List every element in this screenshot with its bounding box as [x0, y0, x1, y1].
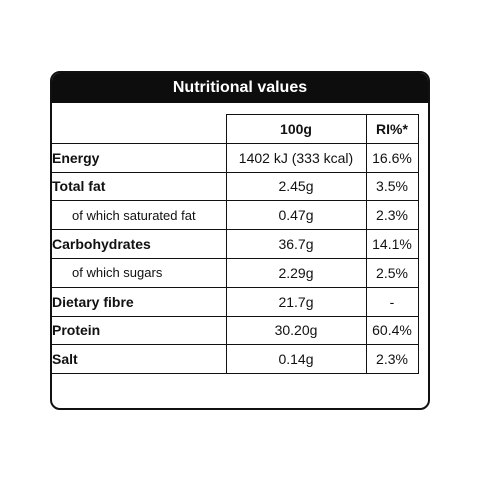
header-blank-cell [52, 114, 227, 144]
row-per-100g: 36.7g [225, 229, 367, 259]
table-row: Salt 0.14g 2.3% [52, 344, 419, 375]
row-ri: 2.3% [365, 200, 419, 231]
row-ri: 60.4% [365, 315, 419, 346]
row-label: Energy [52, 142, 227, 173]
row-per-100g: 2.29g [225, 257, 367, 288]
row-label: Dietary fibre [52, 286, 227, 317]
row-per-100g: 0.47g [225, 200, 367, 231]
table-row: of which saturated fat 0.47g 2.3% [52, 200, 419, 231]
nutrition-table: 100g RI%* Energy 1402 kJ (333 kcal) 16.6… [52, 114, 419, 375]
table-header-row: 100g RI%* [52, 114, 419, 144]
table-row: Energy 1402 kJ (333 kcal) 16.6% [52, 142, 419, 173]
row-label: of which sugars [52, 257, 227, 288]
row-per-100g: 2.45g [225, 171, 367, 202]
row-ri: 2.3% [365, 344, 419, 375]
row-per-100g: 0.14g [225, 344, 367, 375]
table-row: Protein 30.20g 60.4% [52, 315, 419, 346]
row-ri: 3.5% [365, 171, 419, 202]
row-ri: 16.6% [365, 142, 419, 173]
table-row: Total fat 2.45g 3.5% [52, 171, 419, 202]
panel-title: Nutritional values [52, 73, 428, 103]
row-ri: 14.1% [365, 229, 419, 259]
row-label: Protein [52, 315, 227, 346]
row-per-100g: 30.20g [225, 315, 367, 346]
table-row: of which sugars 2.29g 2.5% [52, 257, 419, 288]
row-label: Salt [52, 344, 227, 375]
row-per-100g: 21.7g [225, 286, 367, 317]
row-per-100g: 1402 kJ (333 kcal) [225, 142, 367, 173]
row-label: Total fat [52, 171, 227, 202]
row-ri: 2.5% [365, 257, 419, 288]
row-label: Carbohydrates [52, 229, 227, 259]
header-ri: RI%* [365, 114, 419, 144]
row-ri: - [365, 286, 419, 317]
table-row: Dietary fibre 21.7g - [52, 286, 419, 317]
row-label: of which saturated fat [52, 200, 227, 231]
nutrition-panel: Nutritional values 100g RI%* Energy 1402… [50, 71, 430, 410]
header-per-100g: 100g [225, 114, 367, 144]
table-row: Carbohydrates 36.7g 14.1% [52, 229, 419, 259]
